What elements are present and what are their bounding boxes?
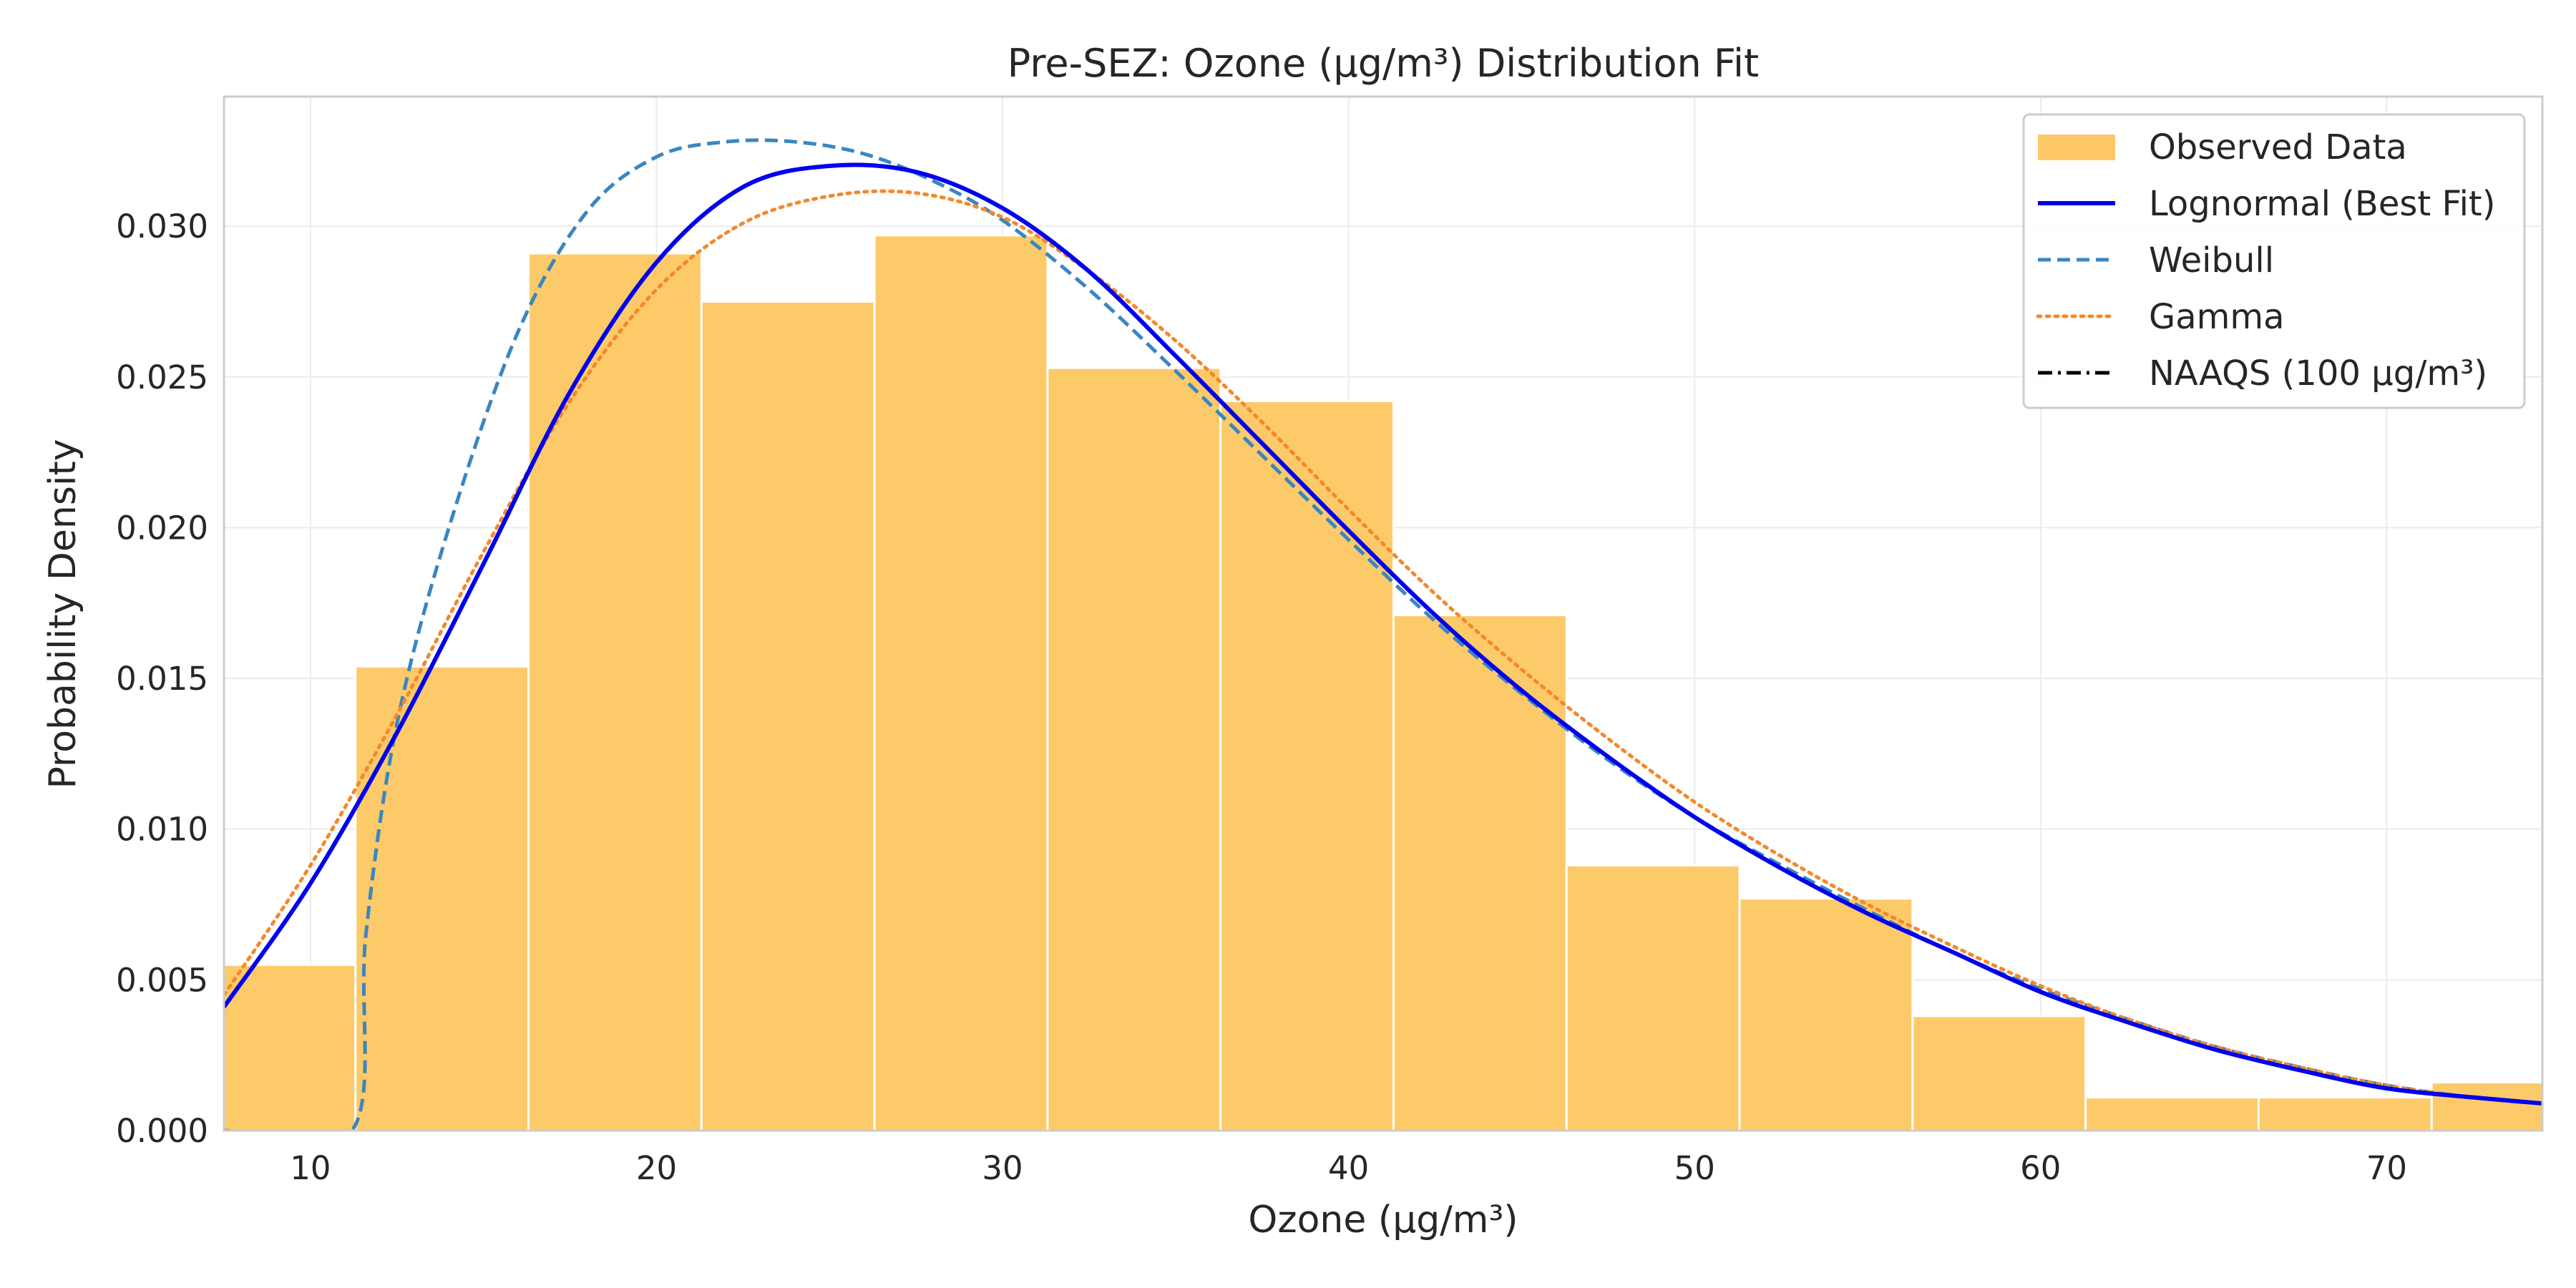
y-tick-label: 0.005 (116, 961, 208, 999)
legend-label: Gamma (2149, 297, 2285, 337)
y-axis-ticks: 0.000 0.005 0.010 0.015 0.020 0.025 0.030 (116, 208, 208, 1150)
legend-label: Observed Data (2149, 127, 2407, 167)
legend-label: NAAQS (100 µg/m³) (2149, 353, 2487, 394)
chart-title: Pre-SEZ: Ozone (µg/m³) Distribution Fit (1008, 41, 1759, 86)
histogram-bar (1392, 614, 1568, 1131)
x-tick-label: 20 (636, 1149, 677, 1187)
histogram-bar (1911, 1015, 2087, 1131)
legend-frame (2022, 113, 2526, 409)
series-line-gamma (224, 189, 2542, 1106)
y-tick-label: 0.015 (116, 660, 208, 698)
x-tick-label: 30 (982, 1149, 1023, 1187)
y-tick-label: 0.020 (116, 509, 208, 547)
histogram-bar (354, 665, 530, 1131)
histogram-bars (224, 234, 2542, 1131)
histogram-bar (527, 252, 703, 1131)
x-axis-ticks: 10 20 30 40 50 60 70 (290, 1149, 2407, 1187)
histogram-bar (2084, 1096, 2260, 1131)
histogram-bar (2257, 1096, 2433, 1131)
histogram-bar (1219, 399, 1395, 1131)
histogram-bar (1046, 366, 1222, 1131)
x-tick-label: 50 (1674, 1149, 1715, 1187)
x-axis-label: Ozone (µg/m³) (1248, 1199, 1518, 1241)
plot-frame (223, 95, 2544, 1132)
legend-label: Lognormal (Best Fit) (2149, 184, 2495, 224)
x-tick-label: 60 (2020, 1149, 2061, 1187)
histogram-bar (873, 234, 1049, 1131)
histogram-bar (700, 300, 876, 1131)
y-tick-label: 0.025 (116, 358, 208, 396)
y-tick-label: 0.010 (116, 811, 208, 849)
legend-swatch-observed-data (2038, 135, 2115, 160)
x-tick-label: 70 (2366, 1149, 2407, 1187)
y-axis-label: Probability Density (42, 439, 84, 789)
y-tick-label: 0.000 (116, 1112, 208, 1150)
fit-curves (224, 138, 2542, 1131)
x-tick-label: 10 (290, 1149, 331, 1187)
legend-label: Weibull (2149, 240, 2274, 280)
y-tick-label: 0.030 (116, 208, 208, 245)
histogram-bar (1738, 897, 1914, 1131)
histogram-bar (2430, 1081, 2542, 1131)
legend: Observed Data Lognormal (Best Fit) Weibull… (2022, 113, 2526, 409)
series-line-lognormal (224, 162, 2542, 1106)
histogram-bar (1565, 864, 1741, 1131)
x-tick-label: 40 (1328, 1149, 1369, 1187)
